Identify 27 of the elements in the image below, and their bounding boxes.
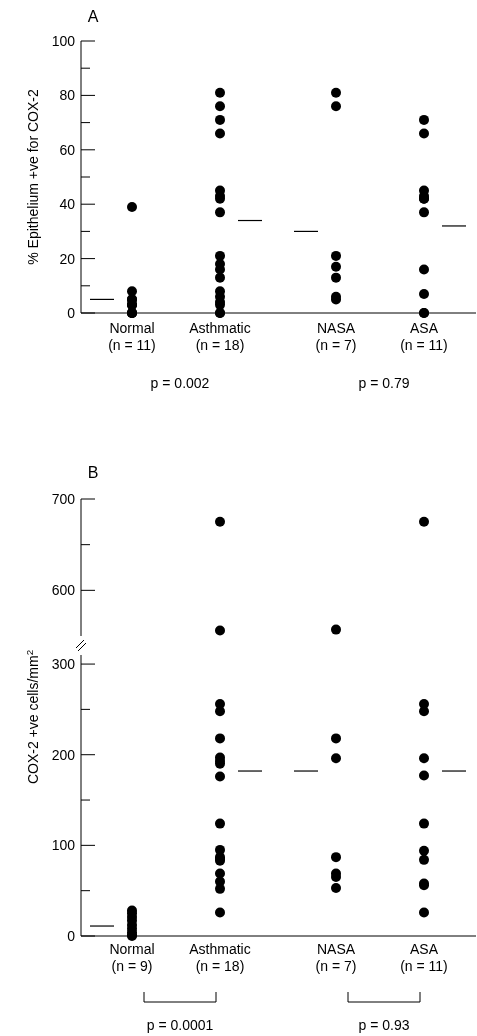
y-tick-label: 0 — [67, 304, 76, 321]
chart-title: A — [87, 8, 99, 25]
y-tick-label: 100 — [51, 32, 76, 49]
y-tick-label: 200 — [51, 746, 76, 763]
y-tick-label: 0 — [67, 927, 76, 944]
y-tick-label: 300 — [51, 655, 76, 672]
text: p = 0.93 — [358, 1017, 410, 1033]
x-tick-label: NASA (n = 7) — [315, 320, 357, 353]
y-tick-label: 40 — [59, 196, 76, 213]
x-tick-label: Normal (n = 11) — [108, 320, 156, 353]
x-tick-label: ASA (n = 11) — [400, 941, 448, 974]
text: p = 0.79 — [358, 375, 410, 391]
x-tick-label: Asthmatic (n = 18) — [189, 941, 251, 974]
x-tick-label: ASA (n = 11) — [400, 320, 448, 353]
text: p = 0.002 — [150, 375, 210, 391]
y-tick-label: 100 — [51, 837, 76, 854]
y-axis-title: % Epithelium +ve for COX-2 — [25, 89, 41, 265]
y-tick-label: 700 — [51, 490, 76, 507]
y-tick-label: 600 — [51, 582, 76, 599]
x-tick-label: Asthmatic (n = 18) — [189, 320, 251, 353]
x-tick-label: Normal (n = 9) — [109, 941, 155, 974]
y-tick-label: 80 — [59, 87, 76, 104]
y-tick-label: 60 — [59, 141, 76, 158]
chart-title: B — [87, 464, 99, 481]
y-tick-label: 20 — [59, 250, 76, 267]
x-tick-label: NASA (n = 7) — [315, 941, 357, 974]
text: p = 0.0001 — [146, 1017, 214, 1033]
